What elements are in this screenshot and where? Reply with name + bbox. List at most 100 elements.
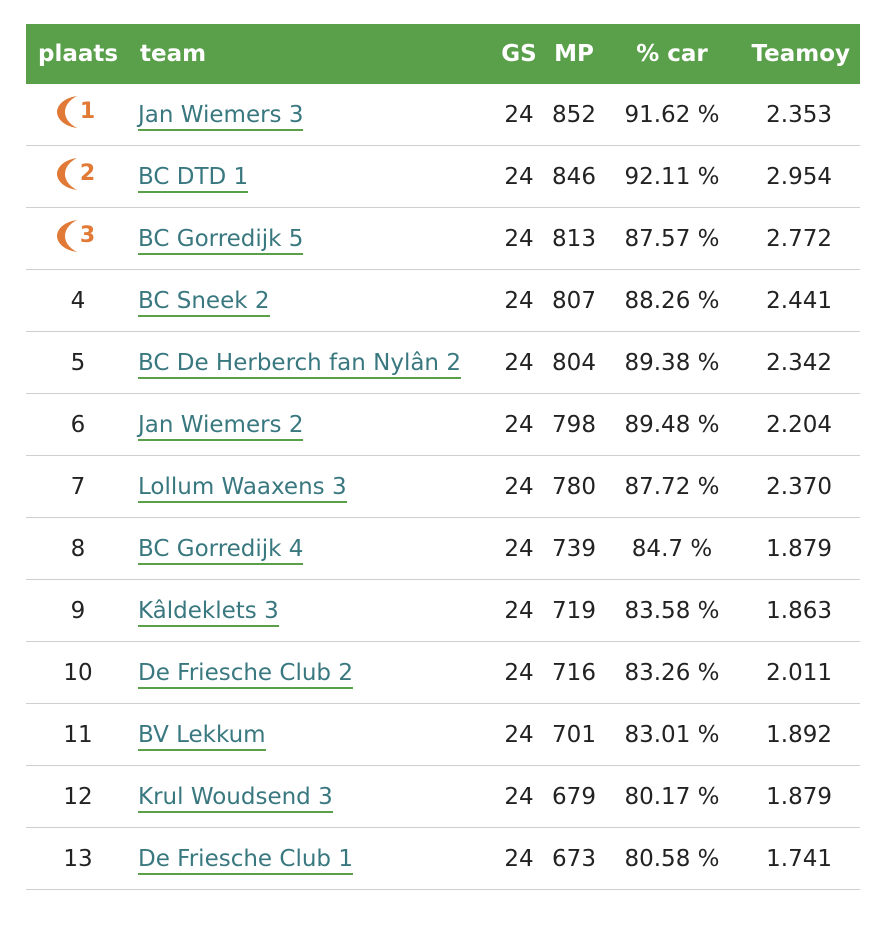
rank-number: 3 xyxy=(79,223,96,248)
car-cell: 92.11 % xyxy=(624,163,720,190)
team-link[interactable]: BC De Herberch fan Nylân 2 xyxy=(138,349,461,379)
mp-cell: 780 xyxy=(552,473,596,500)
header-team[interactable]: team xyxy=(140,41,207,67)
team-link[interactable]: Kâldeklets 3 xyxy=(138,597,279,627)
rank-number: 9 xyxy=(70,597,86,624)
rank-cell: 10 xyxy=(26,660,130,686)
team-link[interactable]: BV Lekkum xyxy=(138,721,266,751)
rank-cell: 12 xyxy=(26,784,130,810)
header-gs[interactable]: GS xyxy=(501,41,537,67)
teamoy-cell: 1.879 xyxy=(766,783,832,810)
mp-cell: 813 xyxy=(552,225,596,252)
teamoy-cell: 2.954 xyxy=(766,163,832,190)
team-link[interactable]: BC Gorredijk 4 xyxy=(138,535,304,565)
mp-cell: 701 xyxy=(552,721,596,748)
gs-cell: 24 xyxy=(504,225,534,252)
table-row: 5 BC De Herberch fan Nylân 2 24 804 89.38 % 2… xyxy=(26,332,860,394)
rank-cell: 9 xyxy=(26,598,130,624)
teamoy-cell: 2.353 xyxy=(766,101,832,128)
teamoy-cell: 2.342 xyxy=(766,349,832,376)
car-cell: 87.57 % xyxy=(624,225,720,252)
team-link[interactable]: BC Sneek 2 xyxy=(138,287,270,317)
teamoy-cell: 2.772 xyxy=(766,225,832,252)
team-cell: Lollum Waaxens 3 xyxy=(130,473,494,503)
team-link[interactable]: Krul Woudsend 3 xyxy=(138,783,333,813)
rank-number: 11 xyxy=(63,721,93,748)
team-cell: Kâldeklets 3 xyxy=(130,597,494,627)
table-row: 10 De Friesche Club 2 24 716 83.26 % 2.011 xyxy=(26,642,860,704)
medal: 3 xyxy=(55,218,95,254)
rank-cell: 2 xyxy=(26,156,130,198)
teamoy-cell: 2.011 xyxy=(766,659,832,686)
team-link[interactable]: Jan Wiemers 3 xyxy=(138,101,304,131)
medal: 1 xyxy=(55,94,95,130)
table-row: 7 Lollum Waaxens 3 24 780 87.72 % 2.370 xyxy=(26,456,860,518)
table-row: 3 BC Gorredijk 5 24 813 87.57 % 2.772 xyxy=(26,208,860,270)
table-row: 12 Krul Woudsend 3 24 679 80.17 % 1.879 xyxy=(26,766,860,828)
table-header: plaats team GS MP % car Teamoy xyxy=(26,24,860,84)
table-row: 9 Kâldeklets 3 24 719 83.58 % 1.863 xyxy=(26,580,860,642)
car-cell: 83.58 % xyxy=(624,597,720,624)
car-cell: 89.38 % xyxy=(624,349,720,376)
team-link[interactable]: BC DTD 1 xyxy=(138,163,249,193)
teamoy-cell: 2.441 xyxy=(766,287,832,314)
team-cell: Jan Wiemers 2 xyxy=(130,411,494,441)
team-cell: Jan Wiemers 3 xyxy=(130,101,494,131)
mp-cell: 719 xyxy=(552,597,596,624)
team-cell: BC Gorredijk 5 xyxy=(130,225,494,255)
header-mp[interactable]: MP xyxy=(554,41,594,67)
car-cell: 91.62 % xyxy=(624,101,720,128)
rank-cell: 8 xyxy=(26,536,130,562)
table-row: 2 BC DTD 1 24 846 92.11 % 2.954 xyxy=(26,146,860,208)
car-cell: 87.72 % xyxy=(624,473,720,500)
table-row: 8 BC Gorredijk 4 24 739 84.7 % 1.879 xyxy=(26,518,860,580)
header-plaats[interactable]: plaats xyxy=(38,41,119,67)
header-teamoy[interactable]: Teamoy xyxy=(751,41,850,67)
team-link[interactable]: Lollum Waaxens 3 xyxy=(138,473,347,503)
gs-cell: 24 xyxy=(504,845,534,872)
table-row: 4 BC Sneek 2 24 807 88.26 % 2.441 xyxy=(26,270,860,332)
rank-number: 7 xyxy=(70,473,86,500)
rank-cell: 1 xyxy=(26,94,130,136)
car-cell: 83.26 % xyxy=(624,659,720,686)
team-link[interactable]: De Friesche Club 1 xyxy=(138,845,353,875)
table-row: 11 BV Lekkum 24 701 83.01 % 1.892 xyxy=(26,704,860,766)
teamoy-cell: 1.863 xyxy=(766,597,832,624)
team-cell: Krul Woudsend 3 xyxy=(130,783,494,813)
laurel-icon xyxy=(56,219,77,252)
car-cell: 80.58 % xyxy=(624,845,720,872)
mp-cell: 807 xyxy=(552,287,596,314)
car-cell: 83.01 % xyxy=(624,721,720,748)
gs-cell: 24 xyxy=(504,101,534,128)
table-row: 6 Jan Wiemers 2 24 798 89.48 % 2.204 xyxy=(26,394,860,456)
gs-cell: 24 xyxy=(504,287,534,314)
mp-cell: 852 xyxy=(552,101,596,128)
medal: 2 xyxy=(55,156,95,192)
rank-number: 1 xyxy=(79,99,96,124)
team-cell: BC DTD 1 xyxy=(130,163,494,193)
rank-number: 12 xyxy=(63,783,93,810)
gs-cell: 24 xyxy=(504,535,534,562)
rank-cell: 6 xyxy=(26,412,130,438)
teamoy-cell: 2.370 xyxy=(766,473,832,500)
mp-cell: 846 xyxy=(552,163,596,190)
rank-number: 13 xyxy=(63,845,93,872)
teamoy-cell: 1.879 xyxy=(766,535,832,562)
car-cell: 88.26 % xyxy=(624,287,720,314)
table-row: 1 Jan Wiemers 3 24 852 91.62 % 2.353 xyxy=(26,84,860,146)
rank-cell: 3 xyxy=(26,218,130,260)
team-cell: De Friesche Club 2 xyxy=(130,659,494,689)
gs-cell: 24 xyxy=(504,721,534,748)
rank-cell: 7 xyxy=(26,474,130,500)
team-link[interactable]: Jan Wiemers 2 xyxy=(138,411,304,441)
team-link[interactable]: BC Gorredijk 5 xyxy=(138,225,304,255)
laurel-icon xyxy=(56,95,77,128)
rank-number: 6 xyxy=(70,411,86,438)
team-link[interactable]: De Friesche Club 2 xyxy=(138,659,353,689)
team-cell: BV Lekkum xyxy=(130,721,494,751)
car-cell: 84.7 % xyxy=(631,535,713,562)
standings-table: plaats team GS MP % car Teamoy 1 Jan Wiem… xyxy=(26,24,860,890)
rank-cell: 4 xyxy=(26,288,130,314)
header-car[interactable]: % car xyxy=(636,41,708,67)
rank-number: 2 xyxy=(79,161,96,186)
